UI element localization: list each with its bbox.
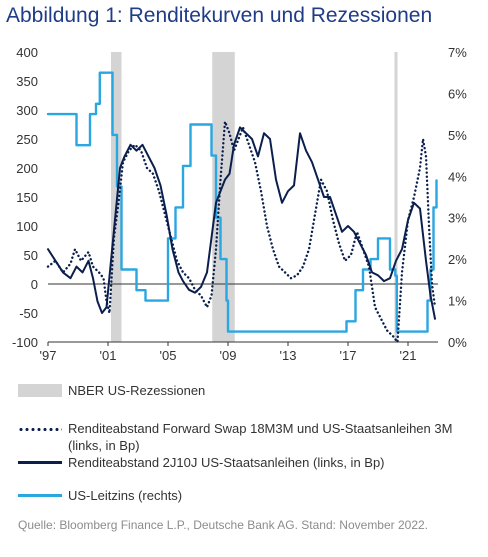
y-left-tick-label: 300 bbox=[16, 103, 38, 118]
tick-labels: '97 '01 '05 '09 '13 '17 '21 400 350 300 250 200 150 1… bbox=[12, 45, 467, 363]
forward-swap-series bbox=[46, 120, 437, 344]
series-line-0 bbox=[46, 120, 437, 344]
legend-swatch-forward bbox=[18, 428, 62, 431]
legend-item-spread: Renditeabstand 2J10J US-Staatsanleihen (… bbox=[18, 454, 468, 471]
x-tick-label: '17 bbox=[340, 348, 357, 363]
legend-item-forward: Renditeabstand Forward Swap 18M3M und US… bbox=[18, 420, 468, 454]
y-left-tick-label: 350 bbox=[16, 74, 38, 89]
y-left-tick-label: 200 bbox=[16, 161, 38, 176]
legend-swatch-spread bbox=[18, 461, 62, 464]
legend-item-recession: NBER US-Rezessionen bbox=[18, 382, 468, 399]
legend-label-forward: Renditeabstand Forward Swap 18M3M und US… bbox=[68, 421, 453, 453]
y-right-tick-label: 4% bbox=[448, 169, 467, 184]
yield-curve-chart: '97 '01 '05 '09 '13 '17 '21 400 350 300 250 200 150 1… bbox=[12, 45, 467, 363]
fed-funds-series bbox=[46, 71, 438, 333]
y-right-tick-label: 3% bbox=[448, 211, 467, 226]
y-left-tick-label: 100 bbox=[16, 219, 38, 234]
x-tick-label: '01 bbox=[100, 348, 117, 363]
legend-swatch-recession bbox=[18, 384, 62, 397]
x-tick-label: '21 bbox=[400, 348, 417, 363]
y-right-tick-label: 5% bbox=[448, 128, 467, 143]
recession-band-1 bbox=[212, 52, 235, 342]
x-tick-label: '13 bbox=[280, 348, 297, 363]
x-tick-label: '05 bbox=[160, 348, 177, 363]
legend-label-rate: US-Leitzins (rechts) bbox=[68, 488, 183, 503]
y-right-tick-label: 6% bbox=[448, 86, 467, 101]
y-right-tick-label: 7% bbox=[448, 45, 467, 60]
y-left-tick-label: 0 bbox=[31, 277, 38, 292]
y-left-tick-label: -50 bbox=[19, 306, 38, 321]
y-left-tick-label: -100 bbox=[12, 335, 38, 350]
y-left-tick-label: 50 bbox=[24, 248, 38, 263]
legend-swatch-rate bbox=[18, 494, 62, 497]
spread-2y10y-series bbox=[47, 126, 436, 320]
axis-lines bbox=[47, 283, 438, 346]
y-left-tick-label: 400 bbox=[16, 45, 38, 60]
series-line-2 bbox=[46, 71, 438, 333]
legend-item-rate: US-Leitzins (rechts) bbox=[18, 487, 468, 504]
source-note: Quelle: Bloomberg Finance L.P., Deutsche… bbox=[18, 518, 429, 532]
series-line-1 bbox=[47, 126, 436, 320]
y-right-tick-label: 0% bbox=[448, 335, 467, 350]
x-tick-label: '09 bbox=[220, 348, 237, 363]
y-left-tick-label: 150 bbox=[16, 190, 38, 205]
y-left-tick-label: 250 bbox=[16, 132, 38, 147]
x-tick-label: '97 bbox=[40, 348, 57, 363]
legend-label-spread: Renditeabstand 2J10J US-Staatsanleihen (… bbox=[68, 455, 385, 470]
y-right-tick-label: 1% bbox=[448, 294, 467, 309]
recession-band-2 bbox=[394, 52, 398, 342]
y-right-tick-label: 2% bbox=[448, 252, 467, 267]
chart-title: Abbildung 1: Renditekurven und Rezession… bbox=[6, 4, 433, 27]
legend-label-recession: NBER US-Rezessionen bbox=[68, 383, 206, 398]
